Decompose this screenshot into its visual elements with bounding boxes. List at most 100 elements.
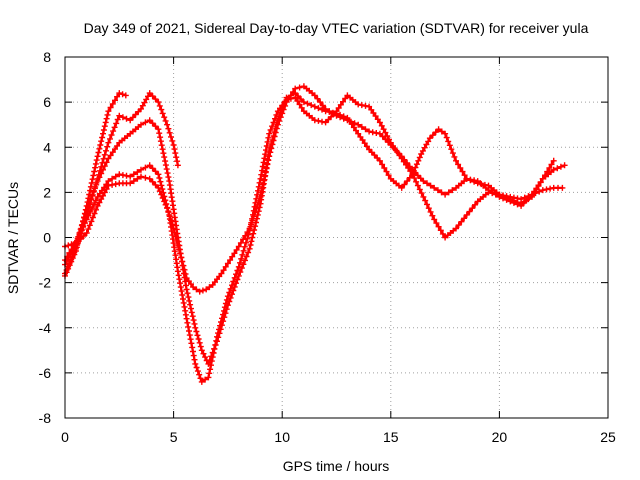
data-point-marker: [75, 239, 81, 245]
data-point-marker: [266, 153, 273, 160]
data-point-marker: [93, 206, 99, 213]
data-point-marker: [357, 133, 364, 140]
y-tick-labels: -8 -6 -4 -2 0 2 4 6 8: [39, 49, 52, 426]
data-point-marker: [449, 187, 456, 194]
data-point-marker: [539, 187, 546, 194]
data-point-marker: [420, 178, 427, 185]
data-point-marker: [85, 203, 92, 210]
data-point-marker: [116, 90, 123, 97]
data-point-marker: [213, 337, 220, 344]
data-point-marker: [177, 250, 184, 257]
data-point-marker: [76, 231, 83, 238]
data-point-marker: [109, 181, 116, 188]
data-point-marker: [254, 191, 261, 198]
data-point-marker: [425, 138, 432, 145]
data-point-marker: [166, 129, 173, 136]
y-tick-label: 0: [43, 230, 51, 246]
data-point-marker: [268, 145, 275, 152]
data-point-marker: [174, 242, 181, 248]
data-point-marker: [258, 189, 265, 196]
data-point-marker: [242, 232, 249, 239]
data-point-marker: [155, 99, 162, 106]
data-point-marker: [453, 225, 459, 232]
data-point-marker: [304, 100, 311, 107]
data-point-marker: [107, 152, 114, 159]
data-point-marker: [105, 155, 112, 162]
data-point-marker: [238, 255, 245, 262]
data-point-marker: [196, 371, 203, 378]
y-tick-label: -4: [39, 320, 52, 336]
data-point-marker: [256, 179, 263, 186]
data-point-marker: [142, 174, 149, 181]
data-point-marker: [78, 227, 85, 234]
data-point-marker: [191, 320, 198, 327]
data-point-marker: [96, 190, 103, 197]
data-point-marker: [83, 230, 90, 236]
data-point-marker: [355, 130, 362, 137]
data-point-marker: [134, 175, 141, 182]
data-point-marker: [256, 197, 263, 204]
data-point-marker: [143, 96, 150, 103]
data-point-marker: [93, 181, 100, 188]
data-point-marker: [158, 191, 165, 198]
data-point-marker: [71, 240, 78, 247]
data-point-marker: [416, 154, 423, 161]
data-point-marker: [457, 165, 464, 171]
data-point-marker: [199, 287, 206, 294]
data-point-marker: [87, 208, 94, 215]
data-point-marker: [94, 178, 101, 185]
data-point-marker: [112, 173, 119, 180]
data-point-marker: [250, 230, 257, 237]
data-point-marker: [92, 164, 99, 171]
data-point-marker: [174, 158, 181, 165]
data-point-marker: [80, 224, 87, 230]
data-point-marker: [100, 127, 107, 133]
data-point-marker: [292, 85, 299, 92]
data-point-marker: [172, 233, 179, 240]
data-point-marker: [114, 116, 121, 123]
data-point-marker: [94, 202, 101, 209]
data-point-marker: [138, 121, 144, 128]
data-point-marker: [129, 114, 136, 121]
data-point-marker: [189, 344, 196, 351]
data-point-marker: [507, 198, 514, 205]
data-point-marker: [77, 236, 84, 242]
data-point-marker: [162, 117, 169, 124]
data-point-marker: [429, 212, 436, 219]
data-point-marker: [544, 168, 551, 175]
data-point-marker: [190, 317, 197, 324]
data-point-marker: [156, 102, 163, 109]
data-point-marker: [329, 110, 336, 117]
data-point-marker: [158, 106, 165, 113]
data-point-marker: [363, 143, 370, 150]
data-point-marker: [186, 297, 193, 304]
data-point-marker: [243, 253, 250, 260]
data-point-marker: [171, 146, 178, 153]
y-tick-label: 8: [43, 49, 51, 65]
data-point-marker: [91, 201, 97, 208]
data-point-marker: [376, 119, 383, 126]
data-point-marker: [420, 193, 427, 200]
data-point-marker: [190, 284, 197, 291]
data-point-marker: [416, 186, 423, 193]
data-point-marker: [149, 120, 156, 127]
data-point-marker: [406, 163, 413, 170]
data-point-marker: [146, 162, 153, 169]
data-point-marker: [265, 157, 272, 164]
data-point-marker: [459, 168, 466, 175]
data-point-marker: [230, 278, 237, 285]
data-point-marker: [103, 147, 109, 154]
data-point-marker: [173, 154, 180, 161]
data-point-marker: [165, 174, 172, 181]
data-point-marker: [103, 159, 110, 166]
data-point-marker: [296, 101, 303, 108]
data-point-marker: [546, 165, 553, 171]
data-point-marker: [249, 217, 256, 224]
data-point-marker: [395, 150, 402, 157]
y-tick-label: 6: [43, 94, 51, 110]
data-point-marker: [246, 245, 253, 252]
data-point-marker: [244, 229, 251, 236]
data-point-marker: [104, 143, 111, 150]
data-point-marker: [241, 243, 248, 250]
